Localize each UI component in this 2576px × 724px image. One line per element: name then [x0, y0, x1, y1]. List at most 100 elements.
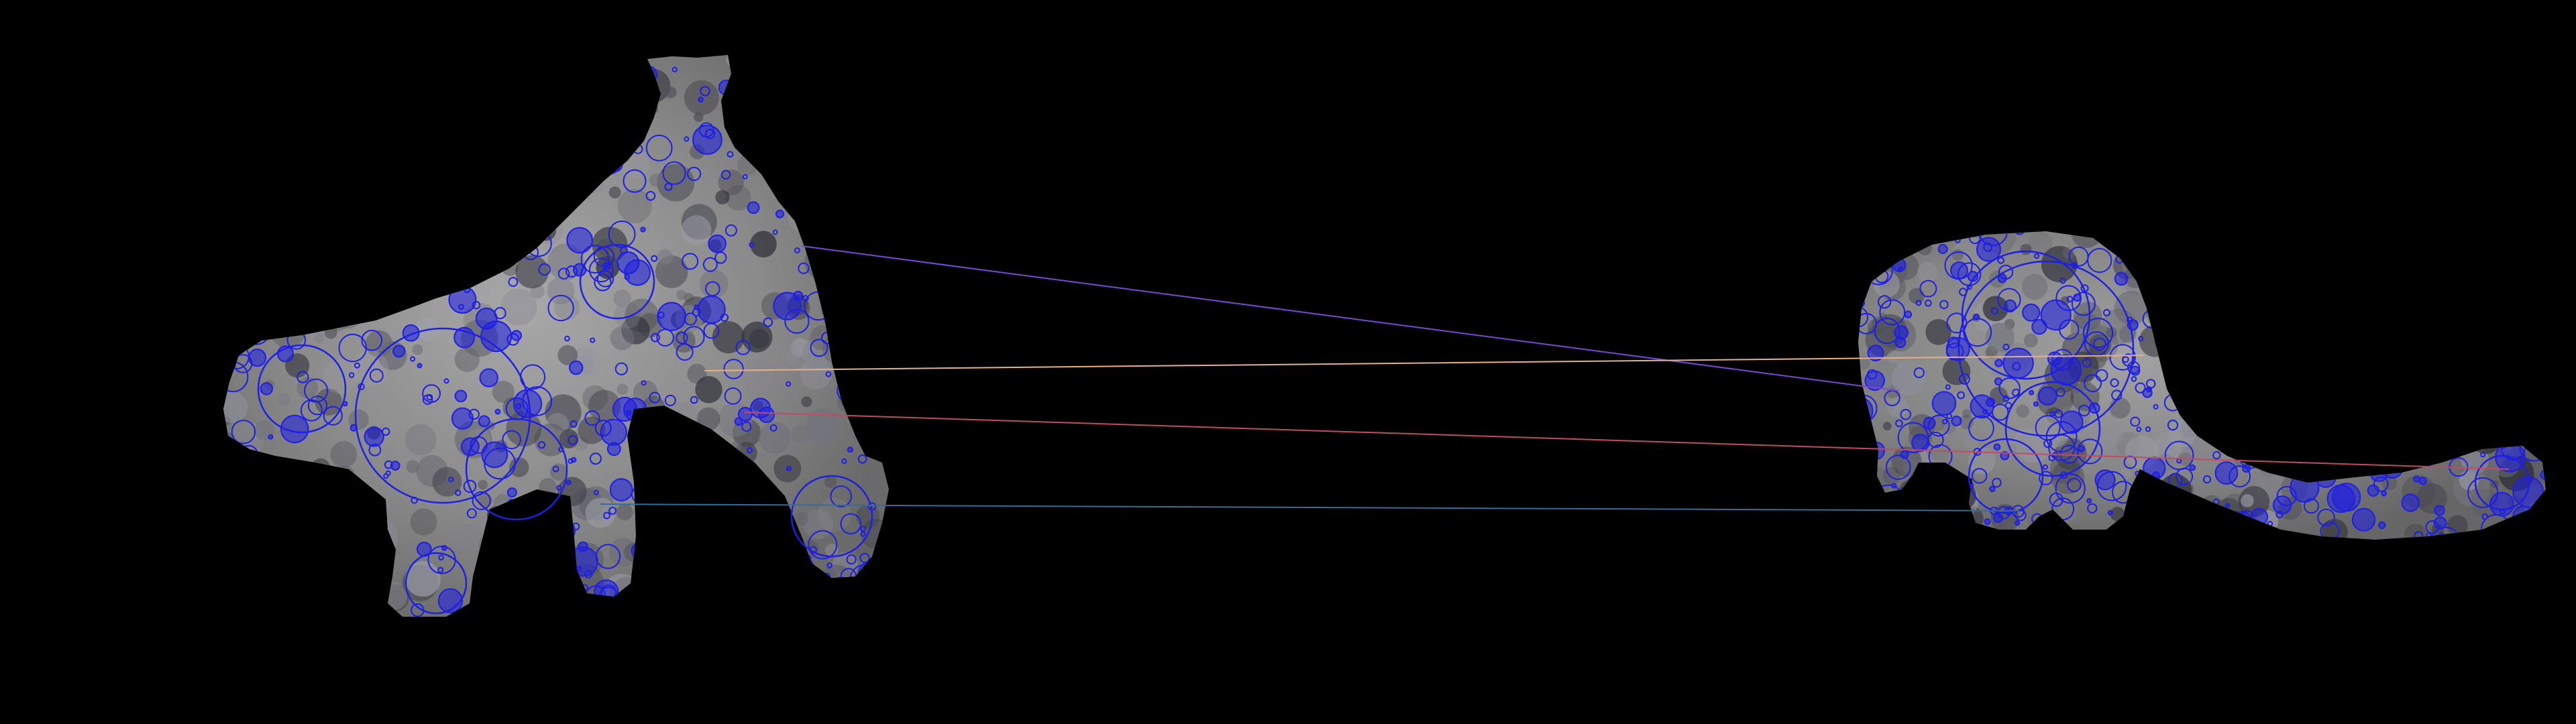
keypoint-circle: [724, 224, 737, 237]
keypoint-circle: [315, 247, 323, 256]
keypoint-circle: [1957, 391, 1966, 400]
keypoint-circle: [1914, 231, 1921, 238]
keypoint-circle: [860, 531, 866, 538]
texture-blob: [252, 196, 272, 217]
texture-blob: [2388, 323, 2418, 353]
texture-blob: [2110, 507, 2125, 522]
texture-blob: [617, 188, 652, 223]
texture-blob: [413, 284, 429, 300]
keypoint-circle: [588, 113, 600, 127]
keypoint-circle: [227, 169, 233, 175]
keypoint-circle: [845, 602, 851, 609]
texture-blob: [258, 294, 268, 304]
keypoint-circle: [2108, 241, 2119, 252]
keypoint-circle: [2528, 304, 2546, 324]
keypoint-circle: [2324, 389, 2330, 396]
texture-blob: [846, 350, 871, 375]
keypoint-circle: [2176, 325, 2186, 335]
texture-blob: [871, 101, 889, 121]
keypoint-circle: [2411, 336, 2418, 343]
texture-blob: [835, 317, 871, 353]
texture-blob: [2153, 331, 2165, 342]
texture-blob: [2355, 328, 2385, 359]
keypoint-circle: [348, 372, 355, 378]
keypoint-circle: [2535, 441, 2546, 453]
texture-blob: [2279, 461, 2296, 478]
texture-blob: [554, 294, 580, 320]
keypoint-circle: [2411, 402, 2438, 429]
keypoint-circle: [847, 396, 856, 406]
keypoint-circle: [435, 163, 441, 170]
texture-blob: [2058, 503, 2078, 524]
keypoint-circle: [464, 93, 470, 99]
texture-blob: [2359, 395, 2377, 414]
texture-blob: [1887, 396, 1909, 418]
keypoint-circle: [283, 243, 289, 249]
keypoint-circle: [608, 221, 636, 248]
texture-blob: [225, 554, 246, 574]
texture-blob: [2375, 311, 2409, 345]
keypoint-circle: [506, 215, 521, 229]
keypoint-circle: [773, 177, 782, 186]
keypoint-circle: [2040, 299, 2072, 330]
keypoint-circle: [364, 426, 384, 447]
keypoint-circle: [2375, 235, 2391, 250]
keypoint-circle: [875, 115, 889, 147]
keypoint-circle: [405, 163, 413, 172]
keypoint-circle: [665, 566, 692, 593]
texture-blob: [665, 86, 677, 99]
texture-blob: [1917, 240, 1933, 255]
texture-blob: [660, 522, 676, 538]
keypoint-circle: [476, 121, 482, 127]
keypoint-circle: [297, 371, 309, 383]
texture-blob: [515, 112, 551, 148]
keypoint-circle: [361, 153, 369, 161]
keypoint-circle: [2337, 331, 2353, 347]
texture-blob: [363, 147, 376, 161]
texture-blob: [356, 591, 382, 617]
keypoint-circle: [830, 485, 852, 507]
texture-blob: [618, 148, 649, 180]
keypoint-circle: [2190, 351, 2197, 357]
keypoint-circle: [466, 508, 477, 519]
keypoint-circle: [2224, 503, 2231, 509]
keypoint-circle: [268, 434, 274, 440]
texture-blob: [656, 493, 683, 520]
keypoint-circle: [2404, 282, 2426, 304]
texture-blob: [506, 584, 532, 609]
keypoint-circle: [833, 577, 847, 591]
texture-blob: [613, 110, 634, 131]
keypoint-circle: [647, 431, 654, 437]
keypoint-circle: [653, 532, 659, 538]
keypoint-circle: [2526, 274, 2542, 288]
keypoint-circle: [2535, 344, 2541, 350]
texture-blob: [824, 544, 839, 557]
keypoint-circle: [2334, 282, 2354, 302]
texture-blob: [2508, 532, 2522, 540]
texture-blob: [303, 108, 325, 131]
texture-blob: [2240, 310, 2256, 326]
texture-blob: [2264, 246, 2300, 282]
keypoint-circle: [2428, 250, 2456, 278]
texture-blob: [2518, 335, 2546, 369]
keypoint-circle: [295, 192, 307, 204]
keypoint-circle: [316, 265, 345, 294]
keypoint-circle: [2189, 464, 2196, 471]
texture-blob: [773, 133, 792, 153]
texture-blob: [357, 537, 378, 558]
match-line-2: [704, 355, 2144, 371]
keypoint-circle: [1941, 419, 1947, 424]
texture-blob: [1925, 434, 1951, 461]
keypoint-circle: [2524, 371, 2534, 383]
texture-blob: [2487, 339, 2514, 367]
keypoint-circle: [708, 234, 727, 253]
texture-blob: [857, 170, 871, 184]
keypoint-circle: [2331, 419, 2357, 444]
keypoint-circle: [530, 55, 553, 78]
texture-blob: [796, 167, 832, 202]
keypoint-circle: [777, 152, 785, 160]
keypoint-circle: [705, 281, 720, 297]
keypoint-circle: [2511, 406, 2518, 413]
texture-blob: [405, 561, 441, 597]
keypoint-circle: [631, 583, 641, 592]
